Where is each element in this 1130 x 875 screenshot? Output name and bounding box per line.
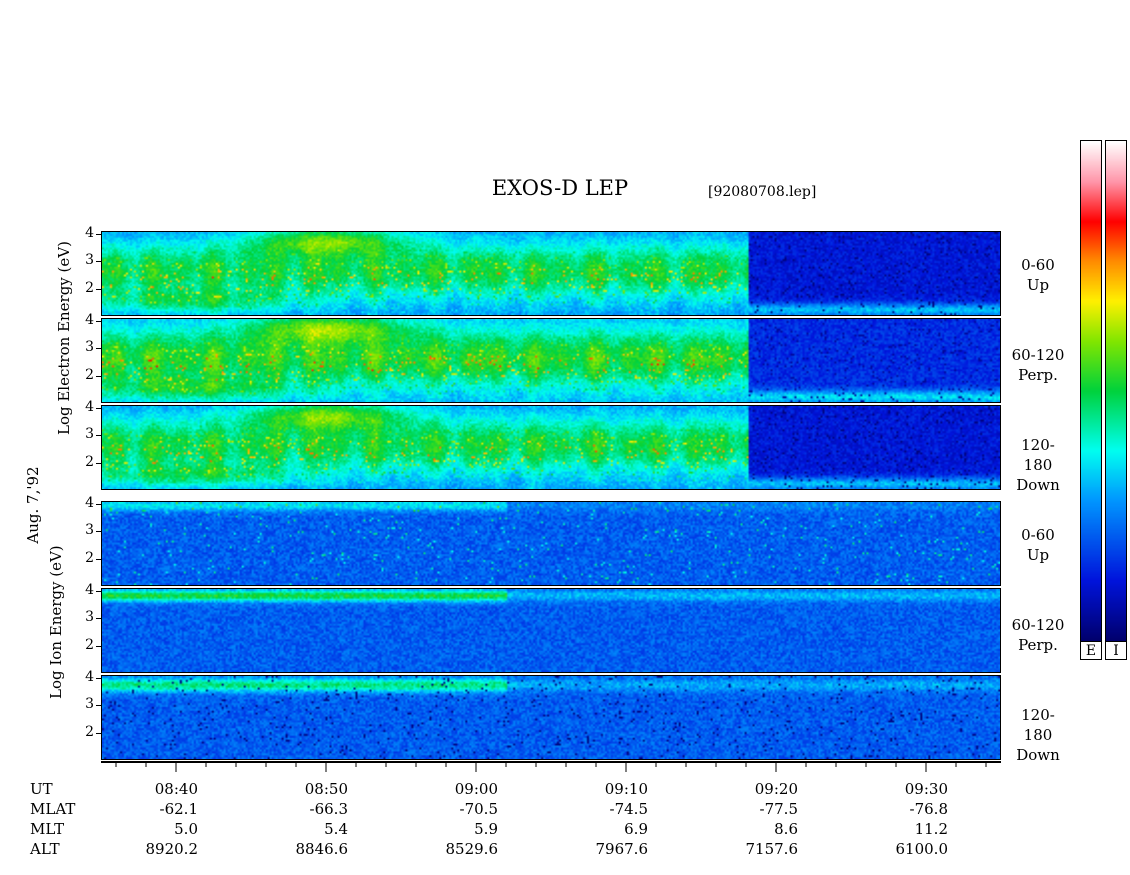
y-tick-mark	[96, 531, 101, 533]
ephemeris-row-label: ALT	[30, 840, 60, 858]
ephemeris-value: -76.8	[909, 800, 948, 818]
panel-label-ion-down: 120-180 Down	[1016, 706, 1060, 764]
date-label: Aug. 7,'92	[24, 466, 42, 544]
ion-ylabel: Log Ion Energy (eV)	[47, 545, 65, 699]
electron-down-spectrogram	[102, 406, 1000, 489]
y-tick-mark	[96, 705, 101, 707]
y-tick-label: 3	[85, 252, 94, 269]
ion-panel-perp	[101, 588, 1001, 673]
ephemeris-value: 5.0	[174, 820, 198, 838]
y-tick-mark	[96, 732, 101, 734]
colorbar-electron: E	[1080, 140, 1102, 660]
y-tick-label: 2	[85, 636, 94, 653]
y-tick-label: 4	[85, 311, 94, 328]
y-tick-label: 4	[85, 224, 94, 241]
ephemeris-value: 09:20	[754, 780, 798, 798]
ephemeris-value: 5.9	[474, 820, 498, 838]
y-tick-mark	[96, 558, 101, 560]
ion-perp-spectrogram	[102, 589, 1000, 672]
y-tick-label: 4	[85, 494, 94, 511]
y-tick-mark	[96, 503, 101, 505]
ephemeris-value: 09:10	[604, 780, 648, 798]
y-tick-mark	[96, 375, 101, 377]
ephemeris-value: 5.4	[324, 820, 348, 838]
ephemeris-value: 6100.0	[895, 840, 949, 858]
file-label: [92080708.lep]	[708, 184, 817, 200]
y-tick-label: 3	[85, 426, 94, 443]
y-tick-label: 2	[85, 723, 94, 740]
electron-perp-spectrogram	[102, 319, 1000, 402]
colorbar-electron-scale	[1081, 141, 1101, 641]
ephemeris-value: 08:50	[304, 780, 348, 798]
ephemeris-row-label: MLT	[30, 820, 65, 838]
ephemeris-value: 11.2	[914, 820, 948, 838]
y-tick-mark	[96, 645, 101, 647]
electron-panel-perp	[101, 318, 1001, 403]
y-tick-label: 3	[85, 339, 94, 356]
y-tick-label: 3	[85, 522, 94, 539]
electron-up-spectrogram	[102, 232, 1000, 315]
panel-label-ion-perp: 60-120 Perp.	[1011, 616, 1065, 654]
panel-label-electron-up: 0-60 Up	[1021, 256, 1055, 294]
ephemeris-value: -74.5	[609, 800, 648, 818]
y-tick-mark	[96, 677, 101, 679]
colorbar-ion: I	[1105, 140, 1127, 660]
ephemeris-row-label: UT	[30, 780, 53, 798]
ephemeris-value: 8529.6	[445, 840, 499, 858]
ion-panel-down	[101, 675, 1001, 760]
y-tick-label: 4	[85, 398, 94, 415]
y-tick-mark	[96, 407, 101, 409]
panel-label-electron-perp: 60-120 Perp.	[1011, 346, 1065, 384]
panel-label-electron-down: 120-180 Down	[1016, 436, 1060, 494]
y-tick-mark	[96, 462, 101, 464]
panel-label-ion-up: 0-60 Up	[1021, 526, 1055, 564]
ephemeris-value: 09:30	[904, 780, 948, 798]
y-tick-mark	[96, 320, 101, 322]
ion-down-spectrogram	[102, 676, 1000, 759]
ephemeris-value: 6.9	[624, 820, 648, 838]
y-tick-mark	[96, 288, 101, 290]
colorbar-ion-scale	[1106, 141, 1126, 641]
ephemeris-value: 8920.2	[145, 840, 199, 858]
y-tick-label: 2	[85, 549, 94, 566]
electron-ylabel: Log Electron Energy (eV)	[55, 241, 73, 435]
ephemeris-value: 09:00	[454, 780, 498, 798]
ephemeris-value: -66.3	[309, 800, 348, 818]
y-tick-label: 4	[85, 668, 94, 685]
electron-panel-up	[101, 231, 1001, 316]
y-tick-label: 2	[85, 453, 94, 470]
ephemeris-value: -77.5	[759, 800, 798, 818]
ion-up-spectrogram	[102, 502, 1000, 585]
ephemeris-value: -70.5	[459, 800, 498, 818]
ephemeris-value: 8846.6	[295, 840, 349, 858]
ephemeris-row-label: MLAT	[30, 800, 76, 818]
y-tick-label: 4	[85, 581, 94, 598]
ephemeris-value: 8.6	[774, 820, 798, 838]
colorbar-electron-label: E	[1081, 641, 1101, 660]
y-tick-mark	[96, 233, 101, 235]
ion-panel-up	[101, 501, 1001, 586]
ephemeris-value: -62.1	[159, 800, 198, 818]
electron-panel-down	[101, 405, 1001, 490]
chart-title: EXOS-D LEP	[491, 176, 629, 200]
y-tick-label: 2	[85, 279, 94, 296]
ephemeris-value: 7967.6	[595, 840, 649, 858]
y-tick-mark	[96, 590, 101, 592]
time-axis	[101, 761, 1001, 772]
ephemeris-value: 08:40	[154, 780, 198, 798]
ephemeris-value: 7157.6	[745, 840, 799, 858]
y-tick-label: 3	[85, 609, 94, 626]
y-tick-mark	[96, 348, 101, 350]
colorbar-ion-label: I	[1106, 641, 1126, 660]
y-tick-label: 3	[85, 696, 94, 713]
y-tick-mark	[96, 261, 101, 263]
y-tick-mark	[96, 435, 101, 437]
y-tick-mark	[96, 618, 101, 620]
y-tick-label: 2	[85, 366, 94, 383]
